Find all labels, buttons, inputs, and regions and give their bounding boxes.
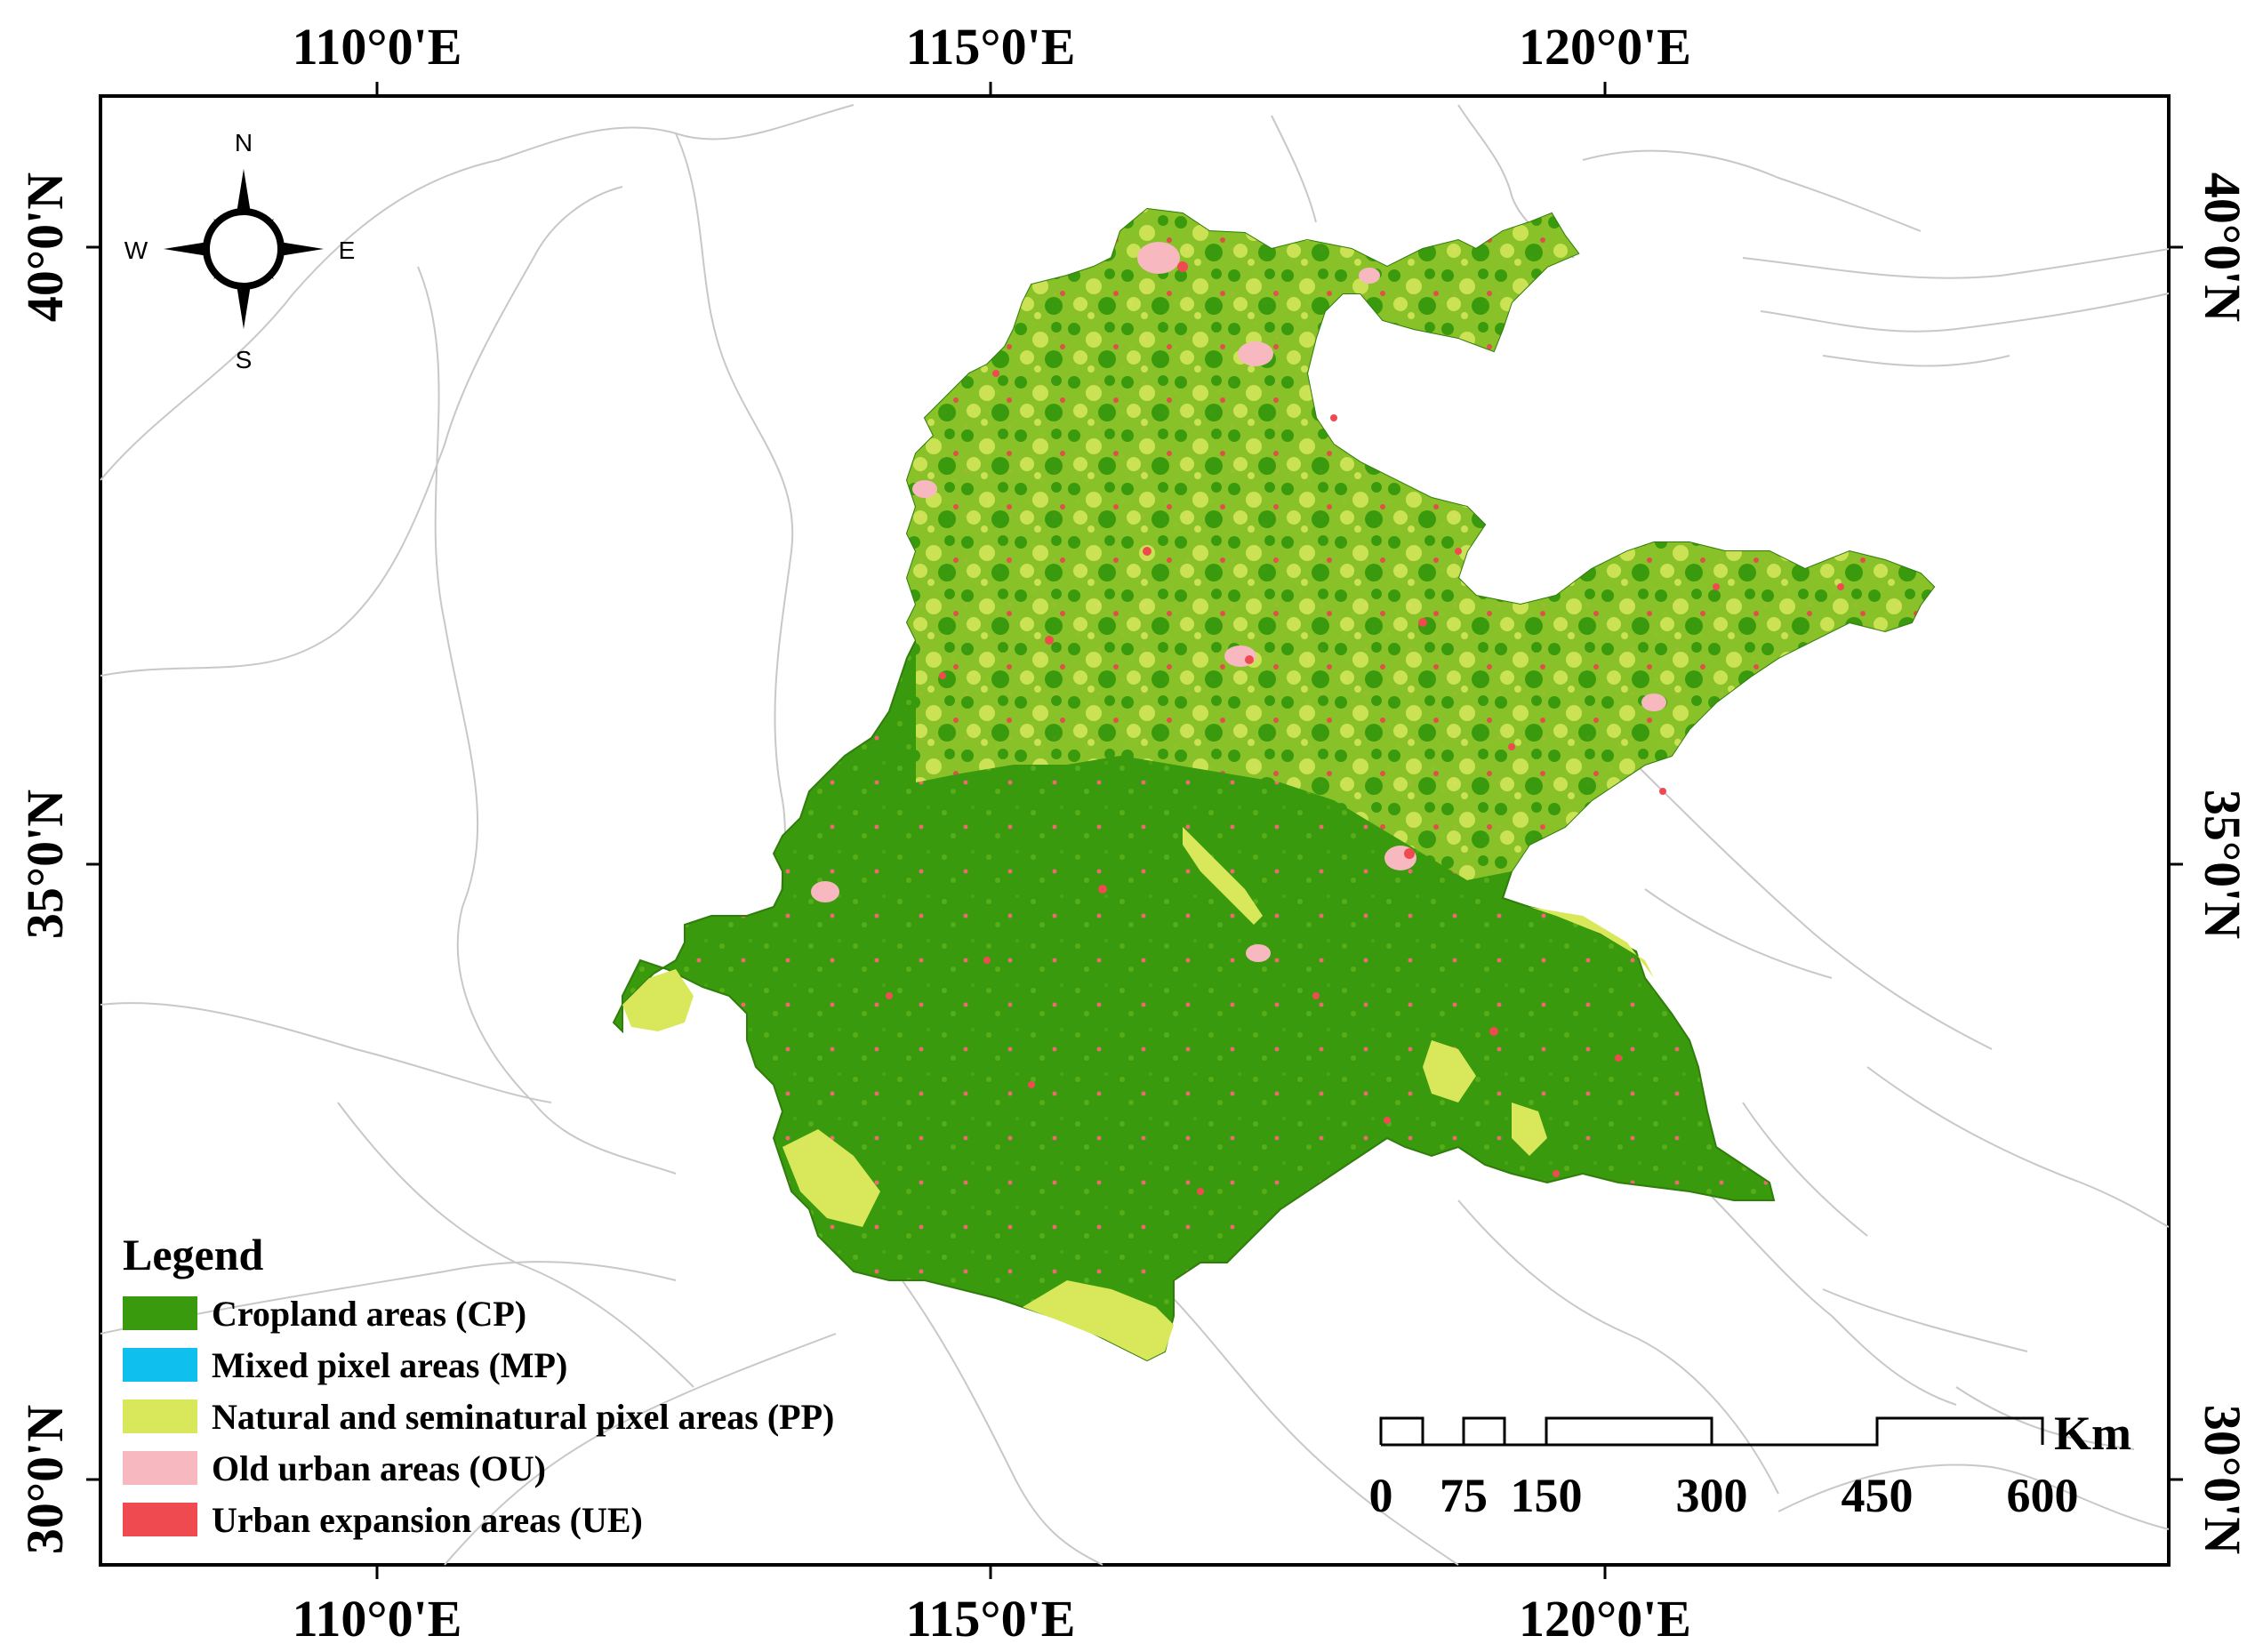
legend-label-2: Natural and seminatural pixel areas (PP) bbox=[212, 1397, 834, 1437]
lat-label-35-left: 35°0'N bbox=[16, 790, 74, 939]
lon-label-115-bottom: 115°0'E bbox=[906, 1590, 1076, 1648]
natural-patch-lake bbox=[1423, 1040, 1476, 1103]
scale-bar-segments bbox=[1379, 1416, 2044, 1447]
legend-title: Legend bbox=[123, 1230, 264, 1279]
lat-label-40-left: 40°0'N bbox=[16, 172, 74, 322]
compass-n: N bbox=[235, 129, 253, 156]
compass-w: W bbox=[124, 237, 148, 264]
province-boundaries bbox=[100, 104, 2170, 1566]
lon-label-115-top: 115°0'E bbox=[906, 18, 1076, 76]
lon-label-120-top: 120°0'E bbox=[1519, 18, 1691, 76]
scale-label-600: 600 bbox=[2007, 1469, 2079, 1522]
natural-patch-lake-2 bbox=[1512, 1103, 1547, 1156]
natural-patch-south bbox=[1023, 1280, 1174, 1360]
lon-labels-bottom: 110°0'E 115°0'E 120°0'E bbox=[293, 1590, 1691, 1648]
legend-label-0: Cropland areas (CP) bbox=[212, 1294, 526, 1334]
lat-labels-right: 40°0'N 35°0'N 30°0'N bbox=[2194, 172, 2251, 1554]
natural-patch-west bbox=[622, 969, 694, 1031]
north-arrow-icon: N S W E bbox=[124, 129, 356, 373]
old-urban-areas bbox=[811, 242, 1666, 962]
natural-patch-east bbox=[1529, 907, 1654, 978]
lon-label-110-bottom: 110°0'E bbox=[293, 1590, 462, 1648]
legend-swatch-1 bbox=[123, 1348, 197, 1382]
scale-label-150: 150 bbox=[1511, 1469, 1583, 1522]
natural-patch-river bbox=[1183, 827, 1263, 925]
compass-s: S bbox=[236, 346, 253, 373]
legend-swatch-2 bbox=[123, 1399, 197, 1433]
legend-swatch-0 bbox=[123, 1296, 197, 1330]
legend-swatch-3 bbox=[123, 1451, 197, 1485]
northern-mixed-zone bbox=[907, 209, 1934, 880]
legend-label-3: Old urban areas (OU) bbox=[212, 1448, 546, 1488]
urban-expansion-areas bbox=[886, 261, 1844, 1195]
lat-label-30-right: 30°0'N bbox=[2194, 1405, 2251, 1554]
legend: Legend Cropland areas (CP) Mixed pixel ar… bbox=[123, 1230, 834, 1540]
lon-label-110-top: 110°0'E bbox=[293, 18, 462, 76]
scale-label-450: 450 bbox=[1842, 1469, 1914, 1522]
lat-label-40-right: 40°0'N bbox=[2194, 172, 2251, 322]
natural-patch-southwest bbox=[782, 1129, 880, 1227]
graticule-ticks bbox=[86, 82, 2183, 1579]
scale-label-75: 75 bbox=[1440, 1469, 1488, 1522]
scale-label-0: 0 bbox=[1369, 1469, 1393, 1522]
scale-bar-unit: Km bbox=[2054, 1407, 2131, 1460]
legend-label-4: Urban expansion areas (UE) bbox=[212, 1500, 643, 1540]
legend-swatch-4 bbox=[123, 1503, 197, 1536]
study-area bbox=[612, 207, 1936, 1362]
lon-labels-top: 110°0'E 115°0'E 120°0'E bbox=[293, 18, 1691, 76]
lat-label-30-left: 30°0'N bbox=[16, 1405, 74, 1554]
lat-label-35-right: 35°0'N bbox=[2194, 790, 2251, 939]
scale-label-300: 300 bbox=[1676, 1469, 1748, 1522]
compass-e: E bbox=[339, 237, 356, 264]
scale-bar: Km 0 75 150 300 450 600 bbox=[1369, 1407, 2132, 1522]
lon-label-120-bottom: 120°0'E bbox=[1519, 1590, 1691, 1648]
lat-labels-left: 40°0'N 35°0'N 30°0'N bbox=[16, 172, 74, 1554]
legend-label-1: Mixed pixel areas (MP) bbox=[212, 1345, 567, 1385]
